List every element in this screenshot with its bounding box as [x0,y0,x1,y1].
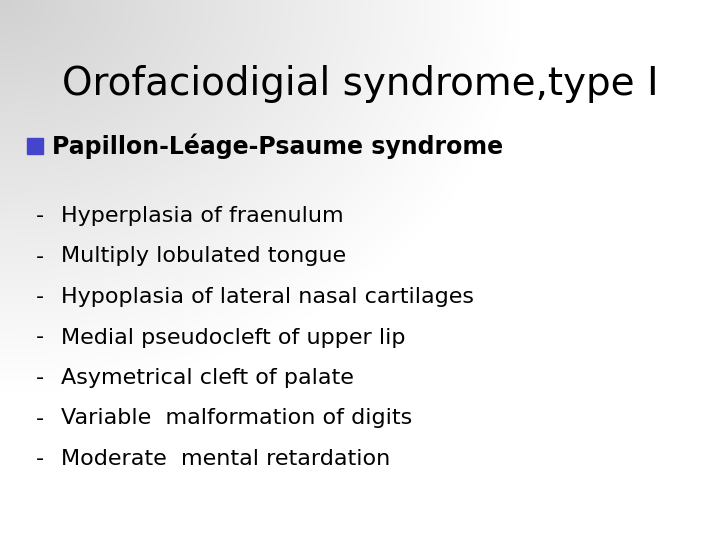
Text: -: - [35,327,44,348]
Text: -: - [35,449,44,469]
Text: Orofaciodigial syndrome,type I: Orofaciodigial syndrome,type I [62,65,658,103]
Text: -: - [35,287,44,307]
Text: Hypoplasia of lateral nasal cartilages: Hypoplasia of lateral nasal cartilages [61,287,474,307]
Text: Hyperplasia of fraenulum: Hyperplasia of fraenulum [61,206,344,226]
FancyBboxPatch shape [27,138,43,154]
Text: -: - [35,408,44,429]
Text: Medial pseudocleft of upper lip: Medial pseudocleft of upper lip [61,327,405,348]
Text: Variable  malformation of digits: Variable malformation of digits [61,408,413,429]
Text: -: - [35,246,44,267]
Text: -: - [35,206,44,226]
Text: Papillon-Léage-Psaume syndrome: Papillon-Léage-Psaume syndrome [52,133,503,159]
Text: -: - [35,368,44,388]
Text: Moderate  mental retardation: Moderate mental retardation [61,449,390,469]
Text: Asymetrical cleft of palate: Asymetrical cleft of palate [61,368,354,388]
Text: Multiply lobulated tongue: Multiply lobulated tongue [61,246,346,267]
